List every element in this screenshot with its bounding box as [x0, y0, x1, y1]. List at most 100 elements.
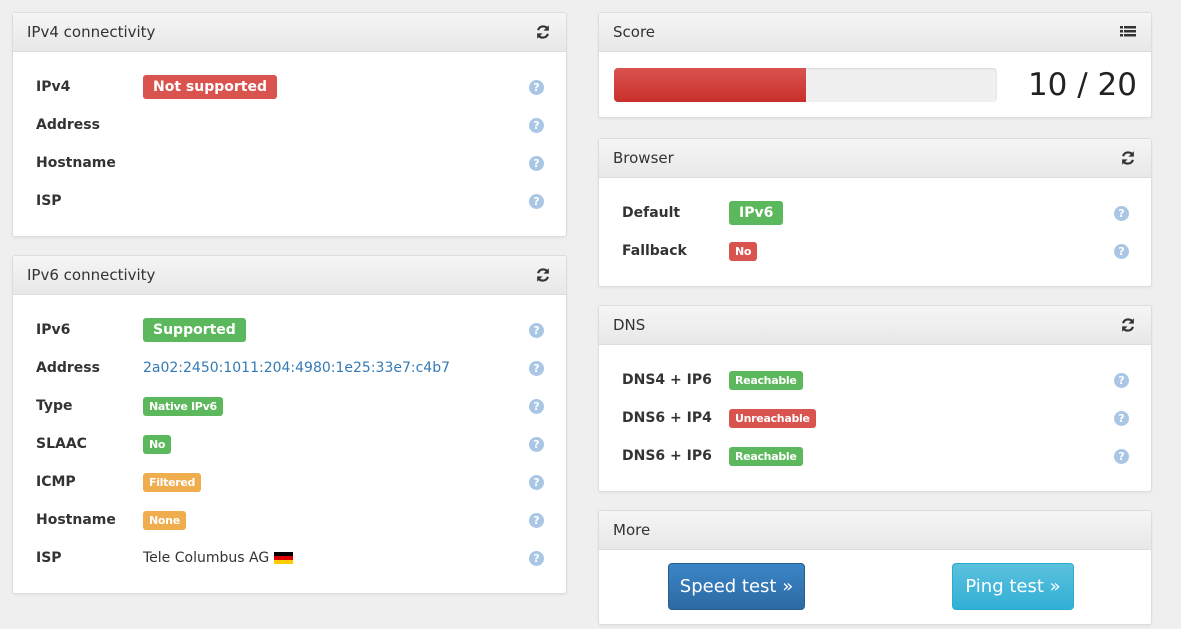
info-row: IPv6 Supported?: [13, 311, 566, 349]
row-value: Reachable: [729, 446, 803, 466]
panel-title: DNS: [613, 316, 646, 334]
ipv6-panel-header: IPv6 connectivity: [13, 256, 566, 295]
row-label: Address: [36, 360, 100, 376]
info-row: IPv4 Not supported?: [13, 68, 566, 106]
status-badge: Reachable: [729, 446, 803, 466]
row-label: Hostname: [36, 155, 116, 171]
info-row: Address 2a02:2450:1011:204:4980:1e25:33e7…: [13, 349, 566, 387]
help-icon[interactable]: ?: [1114, 410, 1129, 426]
row-label: Default: [622, 205, 681, 221]
row-label: SLAAC: [36, 436, 87, 452]
help-icon[interactable]: ?: [529, 436, 544, 452]
germany-flag-icon: [274, 552, 294, 564]
info-row: Hostname None?: [13, 501, 566, 539]
help-icon[interactable]: ?: [1114, 448, 1129, 464]
ipv4-panel: IPv4 connectivity IPv4 Not supported? Addr…: [12, 12, 567, 237]
refresh-icon[interactable]: [534, 266, 552, 284]
status-badge: No: [143, 434, 172, 454]
list-icon[interactable]: [1119, 23, 1137, 41]
row-label: DNS6 + IP6: [622, 448, 712, 464]
status-badge: Unreachable: [729, 408, 816, 428]
status-badge: Supported: [143, 318, 246, 342]
row-value: Supported: [143, 318, 246, 342]
help-icon[interactable]: ?: [529, 512, 544, 528]
row-value: Not supported: [143, 75, 277, 99]
row-label: Hostname: [36, 512, 116, 528]
help-icon[interactable]: ?: [529, 360, 544, 376]
more-panel-header: More: [599, 511, 1151, 550]
info-row: SLAAC No?: [13, 425, 566, 463]
panel-title: Score: [613, 23, 656, 41]
row-label: Type: [36, 398, 73, 414]
help-icon[interactable]: ?: [529, 193, 544, 209]
panel-title: IPv4 connectivity: [27, 23, 156, 41]
info-row: Type Native IPv6?: [13, 387, 566, 425]
help-icon[interactable]: ?: [529, 398, 544, 414]
help-icon[interactable]: ?: [1114, 243, 1129, 259]
row-value: Native IPv6: [143, 396, 223, 416]
status-badge: Not supported: [143, 75, 277, 99]
browser-panel-header: Browser: [599, 139, 1151, 178]
dns-panel: DNS DNS4 + IP6 Reachable? DNS6 + IP4 Unreac…: [598, 305, 1152, 492]
status-badge: Filtered: [143, 472, 202, 492]
row-label: Fallback: [622, 243, 687, 259]
row-value: Unreachable: [729, 408, 816, 428]
panel-title: More: [613, 521, 651, 539]
info-row: Address?: [13, 106, 566, 144]
address-link[interactable]: 2a02:2450:1011:204:4980:1e25:33e7:c4b7: [143, 360, 450, 376]
info-row: ICMP Filtered?: [13, 463, 566, 501]
row-label: ISP: [36, 193, 62, 209]
row-value: None: [143, 510, 186, 530]
info-row: DNS4 + IP6 Reachable?: [599, 361, 1151, 399]
status-badge: IPv6: [729, 201, 784, 225]
help-icon[interactable]: ?: [529, 322, 544, 338]
info-row: Hostname?: [13, 144, 566, 182]
row-label: Address: [36, 117, 100, 133]
info-row: Fallback No?: [599, 232, 1151, 270]
status-badge: Native IPv6: [143, 396, 223, 416]
more-panel: More Speed test » Ping test »: [598, 510, 1152, 625]
row-text: Tele Columbus AG: [143, 550, 270, 566]
score-value: 10 / 20: [1027, 67, 1137, 103]
row-label: IPv6: [36, 322, 71, 338]
refresh-icon[interactable]: [1119, 316, 1137, 334]
status-badge: None: [143, 510, 186, 530]
status-badge: Reachable: [729, 370, 803, 390]
ipv4-panel-header: IPv4 connectivity: [13, 13, 566, 52]
row-value: Tele Columbus AG: [143, 550, 294, 566]
score-panel-header: Score: [599, 13, 1151, 52]
status-badge: No: [729, 241, 758, 261]
refresh-icon[interactable]: [1119, 149, 1137, 167]
ipv6-panel: IPv6 connectivity IPv6 Supported? Address 2…: [12, 255, 567, 594]
row-label: DNS4 + IP6: [622, 372, 712, 388]
help-icon[interactable]: ?: [529, 550, 544, 566]
score-panel: Score 10 / 20: [598, 12, 1152, 118]
info-row: DNS6 + IP6 Reachable?: [599, 437, 1151, 475]
browser-panel: Browser Default IPv6? Fallback No?: [598, 138, 1152, 287]
help-icon[interactable]: ?: [1114, 372, 1129, 388]
row-label: IPv4: [36, 79, 71, 95]
info-row: ISP Tele Columbus AG?: [13, 539, 566, 577]
help-icon[interactable]: ?: [529, 117, 544, 133]
panel-title: IPv6 connectivity: [27, 266, 156, 284]
ping-test-button[interactable]: Ping test »: [952, 563, 1074, 610]
info-row: Default IPv6?: [599, 194, 1151, 232]
row-value: Filtered: [143, 472, 202, 492]
score-bar: [614, 68, 997, 102]
row-value: No: [143, 434, 172, 454]
dns-panel-header: DNS: [599, 306, 1151, 345]
row-label: ICMP: [36, 474, 76, 490]
row-value: IPv6: [729, 201, 784, 225]
row-label: ISP: [36, 550, 62, 566]
help-icon[interactable]: ?: [529, 155, 544, 171]
refresh-icon[interactable]: [534, 23, 552, 41]
help-icon[interactable]: ?: [1114, 205, 1129, 221]
speed-test-button[interactable]: Speed test »: [668, 563, 805, 610]
score-bar-fill: [614, 68, 806, 102]
row-label: DNS6 + IP4: [622, 410, 712, 426]
help-icon[interactable]: ?: [529, 474, 544, 490]
help-icon[interactable]: ?: [529, 79, 544, 95]
row-value: Reachable: [729, 370, 803, 390]
row-value: 2a02:2450:1011:204:4980:1e25:33e7:c4b7: [143, 360, 450, 376]
row-value: No: [729, 241, 758, 261]
